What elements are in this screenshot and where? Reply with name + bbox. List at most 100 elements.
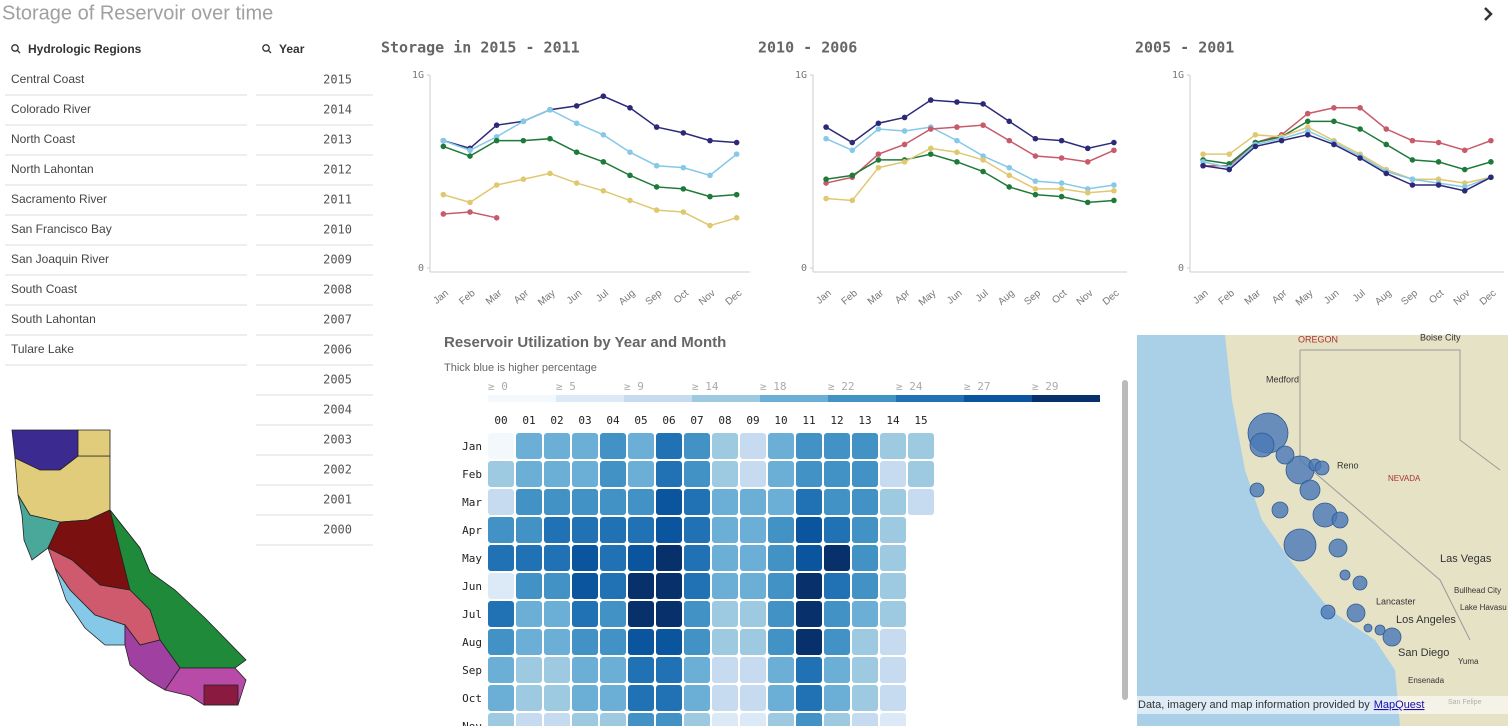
map-bubble (1352, 575, 1368, 591)
map-label: Boise City (1420, 332, 1461, 342)
heat-cell (600, 657, 626, 683)
column-label: 02 (550, 414, 563, 427)
series-point (1111, 147, 1117, 154)
x-tick-label: Aug (1373, 288, 1394, 308)
column-label: 06 (662, 414, 675, 427)
map-label: Lake Havasu (1460, 603, 1507, 612)
heat-cell (628, 433, 654, 459)
heat-cell (628, 461, 654, 487)
heat-cell (600, 573, 626, 599)
heat-cell (516, 461, 542, 487)
series-point (600, 188, 607, 194)
column-label: 08 (718, 414, 731, 427)
heat-cell (880, 629, 906, 655)
x-tick-label: Nov (1452, 288, 1473, 308)
heat-cell (572, 657, 598, 683)
heat-cell (852, 461, 878, 487)
x-tick-label: Jun (565, 288, 584, 307)
series-line (1203, 107, 1492, 167)
legend-swatch (964, 395, 1032, 402)
heat-cell (712, 629, 738, 655)
year-item: 2004 (323, 403, 352, 417)
row-label: Jan (462, 440, 482, 453)
x-tick-label: Apr (1270, 287, 1290, 306)
heat-cell (740, 685, 766, 711)
next-sheet[interactable] (1484, 7, 1493, 21)
heat-cell (656, 685, 682, 711)
attribution-link[interactable]: MapQuest (1374, 699, 1425, 711)
series-point (1226, 160, 1233, 167)
series-point (600, 93, 607, 100)
column-label: 12 (830, 414, 843, 427)
y-tick-label: 0 (801, 263, 807, 274)
series-point (653, 184, 660, 190)
series-point (573, 149, 580, 155)
series-point (573, 103, 580, 109)
column-label: 01 (522, 414, 535, 427)
heat-cell (656, 461, 682, 487)
series-point (627, 172, 633, 179)
series-point (823, 176, 829, 183)
series-point (980, 153, 986, 159)
column-label: 11 (802, 414, 815, 427)
series-point (1461, 147, 1468, 154)
series-line (1202, 120, 1492, 171)
map-label: San Diego (1398, 647, 1449, 659)
column-label: 03 (578, 414, 591, 427)
column-label: 04 (606, 414, 620, 427)
x-tick-label: Sep (1022, 288, 1043, 308)
series-point (1331, 141, 1337, 148)
series-point (1084, 189, 1091, 196)
heat-cell (712, 657, 738, 683)
heat-cell (544, 629, 570, 655)
heat-cell (852, 489, 878, 515)
heat-cell (740, 517, 766, 543)
legend-swatch (488, 395, 556, 402)
series-point (600, 132, 607, 138)
heat-cell (516, 517, 542, 543)
series-point (1058, 155, 1065, 161)
heat-cell (824, 433, 850, 459)
map-bubble (1275, 445, 1295, 465)
heat-cell (684, 461, 710, 487)
series-point (1304, 110, 1311, 117)
series-point (901, 128, 908, 134)
series-point (1461, 166, 1468, 173)
series-point (707, 193, 713, 200)
x-tick-label: Jun (945, 288, 964, 307)
legend-swatch (1032, 395, 1100, 402)
series-point (849, 172, 856, 179)
y-tick-label: 0 (1178, 263, 1184, 274)
series-point (1006, 172, 1013, 179)
heat-cell (656, 629, 682, 655)
column-label: 14 (886, 414, 900, 427)
scrollbar[interactable] (1122, 380, 1128, 700)
series-point (954, 159, 960, 165)
x-tick-label: Apr (512, 287, 532, 306)
series-point (1058, 193, 1065, 200)
column-label: 07 (690, 414, 703, 427)
region-item: Tulare Lake (11, 342, 74, 356)
series-point (901, 141, 908, 148)
x-tick-label: Aug (617, 288, 638, 308)
heat-cell (740, 461, 766, 487)
series-point (1357, 155, 1363, 161)
series-point (547, 135, 553, 142)
heat-cell (740, 573, 766, 599)
heat-cell (684, 629, 710, 655)
heat-cell (684, 713, 710, 726)
heat-cell (572, 433, 598, 459)
heat-cell (656, 489, 682, 515)
series-point (1111, 139, 1117, 146)
year-item: 2002 (323, 463, 352, 477)
heat-cell (488, 433, 514, 459)
series-point (875, 126, 882, 132)
legend-swatch (896, 395, 964, 402)
series-point (927, 126, 934, 132)
series-point (1084, 186, 1091, 192)
year-item: 2000 (323, 523, 352, 537)
heat-cell (572, 685, 598, 711)
row-label: Apr (462, 524, 482, 537)
heat-cell (628, 657, 654, 683)
series-point (1032, 153, 1039, 159)
